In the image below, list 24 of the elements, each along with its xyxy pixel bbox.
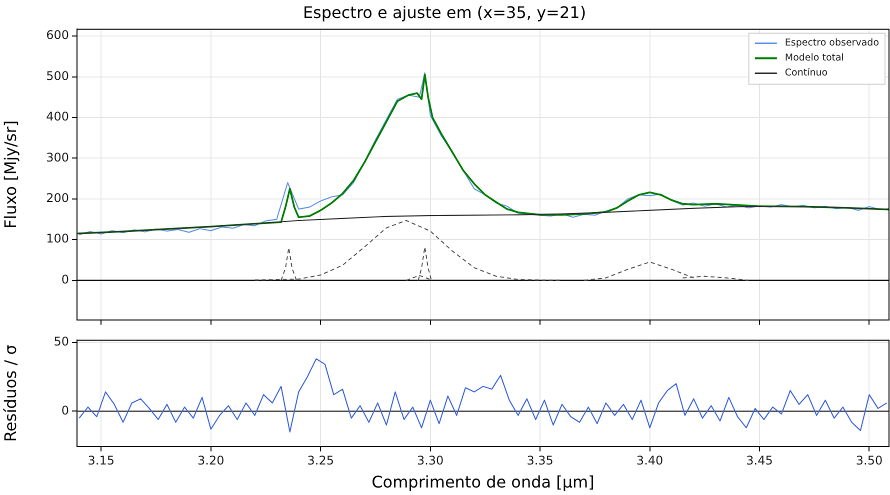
y-tick-label: 200: [46, 191, 69, 206]
x-tick-label: 3.15: [88, 454, 114, 468]
x-tick-label: 3.20: [198, 454, 224, 468]
x-axis-title: Comprimento de onda [µm]: [372, 472, 594, 492]
y-tick-label: 500: [46, 68, 69, 83]
legend-label: Modelo total: [784, 52, 844, 64]
y-tick-label: 0: [61, 403, 69, 418]
y-tick-label: 100: [46, 232, 69, 246]
x-tick-label: 3.40: [636, 454, 664, 468]
y-axis-title: Resíduos / σ: [0, 344, 20, 442]
y-tick-label: 600: [46, 28, 69, 42]
x-tick-label: 3.35: [526, 454, 554, 468]
y-axis-title: Fluxo [Mjy/sr]: [0, 120, 20, 229]
x-tick-label: 3.25: [307, 454, 334, 468]
x-tick-label: 3.30: [416, 454, 444, 468]
y-tick-label: 300: [46, 150, 69, 164]
x-tick-label: 3.45: [746, 454, 773, 468]
y-tick-label: 0: [61, 272, 69, 286]
legend-label: Espectro observado: [784, 38, 880, 49]
y-tick-label: 400: [46, 110, 69, 124]
x-tick-label: 3.50: [856, 454, 883, 468]
chart-title: Espectro e ajuste em (x=35, y=21): [302, 2, 586, 22]
y-tick-label: 50: [54, 334, 69, 348]
legend-label: Contínuo: [784, 68, 828, 79]
